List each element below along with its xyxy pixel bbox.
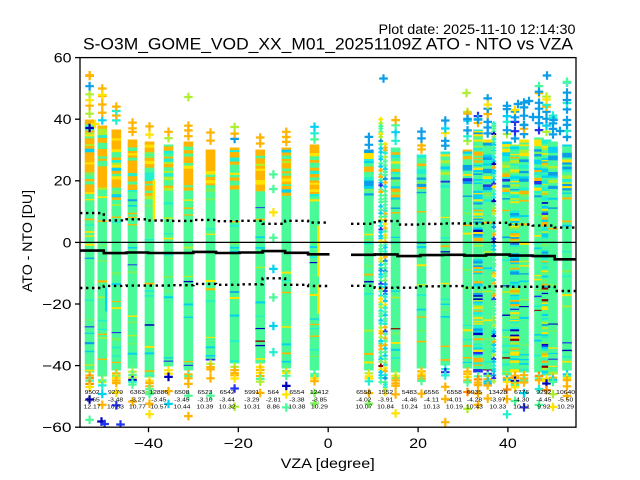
svg-text:6542: 6542	[220, 390, 235, 396]
svg-text:0: 0	[63, 234, 72, 250]
svg-text:9279: 9279	[108, 390, 123, 396]
svg-text:-3.91: -3.91	[378, 398, 393, 404]
svg-text:-4.46: -4.46	[402, 398, 417, 404]
svg-text:-3.85: -3.85	[312, 398, 327, 404]
svg-text:9.92: 9.92	[537, 404, 550, 410]
svg-text:10.84: 10.84	[377, 404, 395, 410]
svg-text:10.38: 10.38	[288, 404, 305, 410]
svg-text:10.39: 10.39	[197, 404, 214, 410]
svg-text:12412: 12412	[310, 390, 329, 396]
svg-text:10.19: 10.19	[446, 404, 463, 410]
svg-text:40: 40	[54, 111, 72, 127]
svg-text:-4.45: -4.45	[536, 398, 551, 404]
svg-text:ATO - NTO [DU]: ATO - NTO [DU]	[19, 190, 35, 292]
svg-text:6363: 6363	[130, 390, 145, 396]
svg-text:−40: −40	[134, 435, 164, 451]
svg-text:S-O3M_GOME_VOD_XX_M01_20251109: S-O3M_GOME_VOD_XX_M01_20251109Z ATO - NT…	[83, 35, 574, 54]
svg-text:9502: 9502	[85, 390, 100, 396]
svg-text:−20: −20	[224, 435, 254, 451]
svg-text:-4.01: -4.01	[447, 398, 462, 404]
svg-text:10640: 10640	[556, 390, 575, 396]
svg-text:-2.65: -2.65	[84, 398, 99, 404]
svg-text:8.86: 8.86	[267, 404, 280, 410]
svg-text:12886: 12886	[149, 390, 168, 396]
svg-text:60: 60	[54, 50, 72, 66]
svg-text:-4.30: -4.30	[514, 398, 529, 404]
svg-text:0: 0	[324, 435, 333, 451]
svg-text:-2.81: -2.81	[266, 398, 281, 404]
svg-text:10.11: 10.11	[513, 404, 530, 410]
svg-text:10.57: 10.57	[150, 404, 167, 410]
svg-text:-4.02: -4.02	[356, 398, 371, 404]
svg-text:10.33: 10.33	[489, 404, 506, 410]
svg-text:-4.11: -4.11	[424, 398, 439, 404]
svg-text:10.07: 10.07	[355, 404, 372, 410]
svg-text:-3.97: -3.97	[490, 398, 505, 404]
svg-text:−60: −60	[42, 419, 72, 435]
svg-text:−40: −40	[42, 358, 72, 374]
svg-text:VZA [degree]: VZA [degree]	[281, 455, 375, 471]
svg-text:-3.10: -3.10	[197, 398, 212, 404]
svg-text:6556: 6556	[424, 390, 439, 396]
svg-text:10.77: 10.77	[129, 404, 146, 410]
svg-text:564: 564	[268, 390, 280, 396]
svg-text:20: 20	[54, 173, 72, 189]
svg-text:10.29: 10.29	[557, 404, 574, 410]
svg-text:6558: 6558	[356, 390, 371, 396]
svg-text:-3.27: -3.27	[130, 398, 145, 404]
svg-text:6935: 6935	[467, 390, 482, 396]
svg-text:40: 40	[499, 435, 517, 451]
svg-text:6508: 6508	[174, 390, 189, 396]
svg-text:10.13: 10.13	[423, 404, 440, 410]
svg-text:5483: 5483	[402, 390, 417, 396]
svg-text:10.44: 10.44	[173, 404, 191, 410]
svg-text:10.63: 10.63	[107, 404, 124, 410]
svg-text:-4.28: -4.28	[467, 398, 482, 404]
svg-text:10.31: 10.31	[243, 404, 260, 410]
svg-text:10.32: 10.32	[219, 404, 236, 410]
svg-text:6558: 6558	[447, 390, 462, 396]
svg-text:-3.45: -3.45	[174, 398, 189, 404]
svg-text:-5.50: -5.50	[558, 398, 573, 404]
svg-text:20: 20	[409, 435, 427, 451]
svg-text:5991: 5991	[244, 390, 259, 396]
svg-text:-3.38: -3.38	[289, 398, 304, 404]
svg-text:10.24: 10.24	[401, 404, 419, 410]
svg-text:9292: 9292	[536, 390, 551, 396]
svg-text:1552: 1552	[378, 390, 393, 396]
svg-text:-3.45: -3.45	[151, 398, 166, 404]
svg-text:10.43: 10.43	[466, 404, 483, 410]
svg-text:6554: 6554	[289, 390, 305, 396]
svg-text:Plot date: 2025-11-10 12:14:30: Plot date: 2025-11-10 12:14:30	[379, 21, 576, 37]
svg-text:-3.29: -3.29	[244, 398, 259, 404]
svg-text:−20: −20	[42, 296, 72, 312]
svg-text:-3.44: -3.44	[220, 398, 236, 404]
svg-text:6776: 6776	[514, 390, 529, 396]
svg-text:10.29: 10.29	[311, 404, 328, 410]
svg-text:-3.48: -3.48	[108, 398, 123, 404]
svg-text:12.17: 12.17	[84, 404, 101, 410]
svg-text:6523: 6523	[198, 390, 213, 396]
svg-text:13428: 13428	[488, 390, 507, 396]
